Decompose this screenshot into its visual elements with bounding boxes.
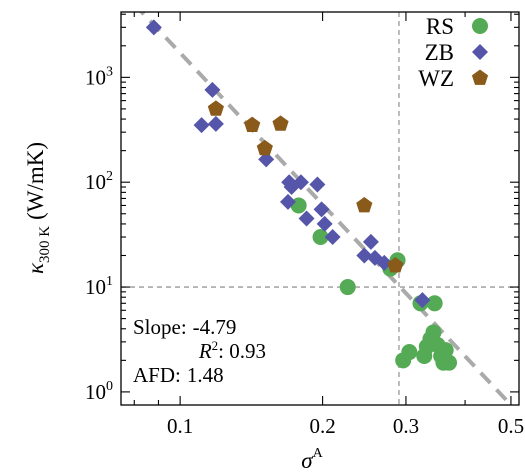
data-point-rs bbox=[312, 229, 329, 246]
data-point-rs bbox=[416, 347, 433, 364]
legend-label-rs: RS bbox=[426, 14, 454, 39]
fit-annotation: Slope: -4.79 R2: 0.93 AFD: 1.48 bbox=[133, 315, 266, 387]
axis-ticks: 0.1 0.2 0.3 0.5 100 101 102 103 bbox=[85, 12, 524, 438]
data-point-zb bbox=[316, 215, 333, 232]
slope-text: Slope: -4.79 bbox=[133, 315, 236, 339]
x-tick-label: 0.5 bbox=[498, 414, 524, 438]
data-point-wz bbox=[256, 139, 273, 156]
series-zb bbox=[145, 19, 431, 309]
plot-frame bbox=[120, 11, 520, 406]
x-tick-label: 0.2 bbox=[309, 414, 335, 438]
series-rs bbox=[290, 197, 458, 371]
legend-label-zb: ZB bbox=[425, 40, 454, 65]
data-point-wz bbox=[207, 100, 224, 116]
y-axis-label: κ300 K(W/mK) bbox=[23, 142, 53, 274]
x-tick-label: 0.3 bbox=[393, 414, 419, 438]
data-point-zb bbox=[356, 247, 373, 264]
legend-marker-wz bbox=[471, 69, 489, 85]
data-point-rs bbox=[433, 347, 450, 364]
data-point-wz bbox=[387, 257, 404, 273]
x-axis-label: σA bbox=[301, 446, 323, 472]
legend: RS ZB WZ bbox=[418, 14, 489, 91]
legend-marker-rs bbox=[472, 18, 488, 34]
afd-text: AFD: 1.48 bbox=[133, 363, 224, 387]
data-points bbox=[145, 19, 458, 371]
data-point-zb bbox=[309, 176, 326, 193]
data-point-zb bbox=[324, 229, 341, 246]
legend-marker-zb bbox=[472, 44, 488, 60]
legend-marker-rs bbox=[472, 18, 488, 34]
r2-text: R2: 0.93 bbox=[198, 338, 266, 363]
data-point-zb bbox=[292, 174, 309, 191]
legend-marker-zb bbox=[472, 44, 488, 60]
data-point-rs bbox=[426, 295, 443, 312]
legend-label-wz: WZ bbox=[418, 66, 454, 91]
data-point-wz bbox=[272, 115, 289, 131]
data-point-wz bbox=[356, 196, 373, 213]
data-point-zb bbox=[362, 233, 379, 250]
data-point-zb bbox=[279, 193, 296, 210]
data-point-rs bbox=[395, 352, 412, 369]
y-tick-label: 103 bbox=[85, 64, 113, 89]
data-point-zb bbox=[376, 254, 393, 271]
y-tick-label: 100 bbox=[85, 379, 113, 404]
data-point-zb bbox=[193, 117, 210, 134]
legend-marker-wz bbox=[471, 69, 489, 85]
series-wz bbox=[207, 100, 404, 273]
data-point-wz bbox=[244, 116, 261, 133]
y-tick-label: 102 bbox=[85, 169, 113, 194]
data-point-zb bbox=[204, 81, 221, 98]
y-tick-label: 101 bbox=[85, 274, 113, 299]
data-point-zb bbox=[414, 292, 431, 309]
data-point-zb bbox=[207, 115, 224, 132]
data-point-zb bbox=[258, 151, 275, 168]
data-point-zb bbox=[313, 201, 330, 218]
data-point-zb bbox=[298, 210, 315, 227]
x-tick-label: 0.1 bbox=[167, 414, 193, 438]
reference-lines bbox=[121, 12, 519, 405]
data-point-rs bbox=[339, 279, 356, 296]
data-point-zb bbox=[145, 19, 162, 36]
